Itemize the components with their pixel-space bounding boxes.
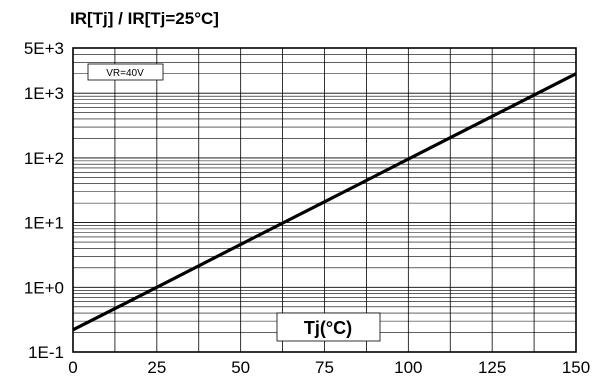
y-tick-label: 1E+3 (24, 84, 64, 103)
x-axis-label-box: Tj(°C) (276, 312, 381, 342)
x-tick-label: 100 (394, 358, 422, 376)
x-tick-label: 75 (315, 358, 334, 376)
annotation-box: VR=40V (87, 63, 164, 81)
chart-title: IR[Tj] / IR[Tj=25°C] (70, 9, 219, 28)
x-axis-label: Tj(°C) (304, 318, 352, 338)
x-axis-label-bg (276, 312, 381, 342)
annotation-bg (87, 63, 164, 81)
x-tick-label: 50 (231, 358, 250, 376)
series-layer (72, 72, 577, 332)
grid (73, 48, 576, 352)
y-tick-labels: 1E-1 1E+0 1E+1 1E+2 1E+3 5E+3 (24, 39, 64, 362)
x-tick-label: 25 (147, 358, 166, 376)
x-tick-label: 125 (478, 358, 506, 376)
series-line (72, 72, 577, 332)
y-tick-label: 1E+2 (24, 149, 64, 168)
y-tick-label: 5E+3 (24, 39, 64, 58)
y-tick-label: 1E+1 (24, 214, 64, 233)
y-tick-label: 1E-1 (28, 343, 64, 362)
x-tick-label: 150 (562, 358, 590, 376)
x-tick-labels: 0 25 50 75 100 125 150 (68, 358, 590, 376)
x-tick-label: 0 (68, 358, 77, 376)
y-tick-label: 1E+0 (24, 278, 64, 297)
annotation-vr: VR=40V (106, 68, 144, 79)
plot-frame (72, 47, 577, 353)
